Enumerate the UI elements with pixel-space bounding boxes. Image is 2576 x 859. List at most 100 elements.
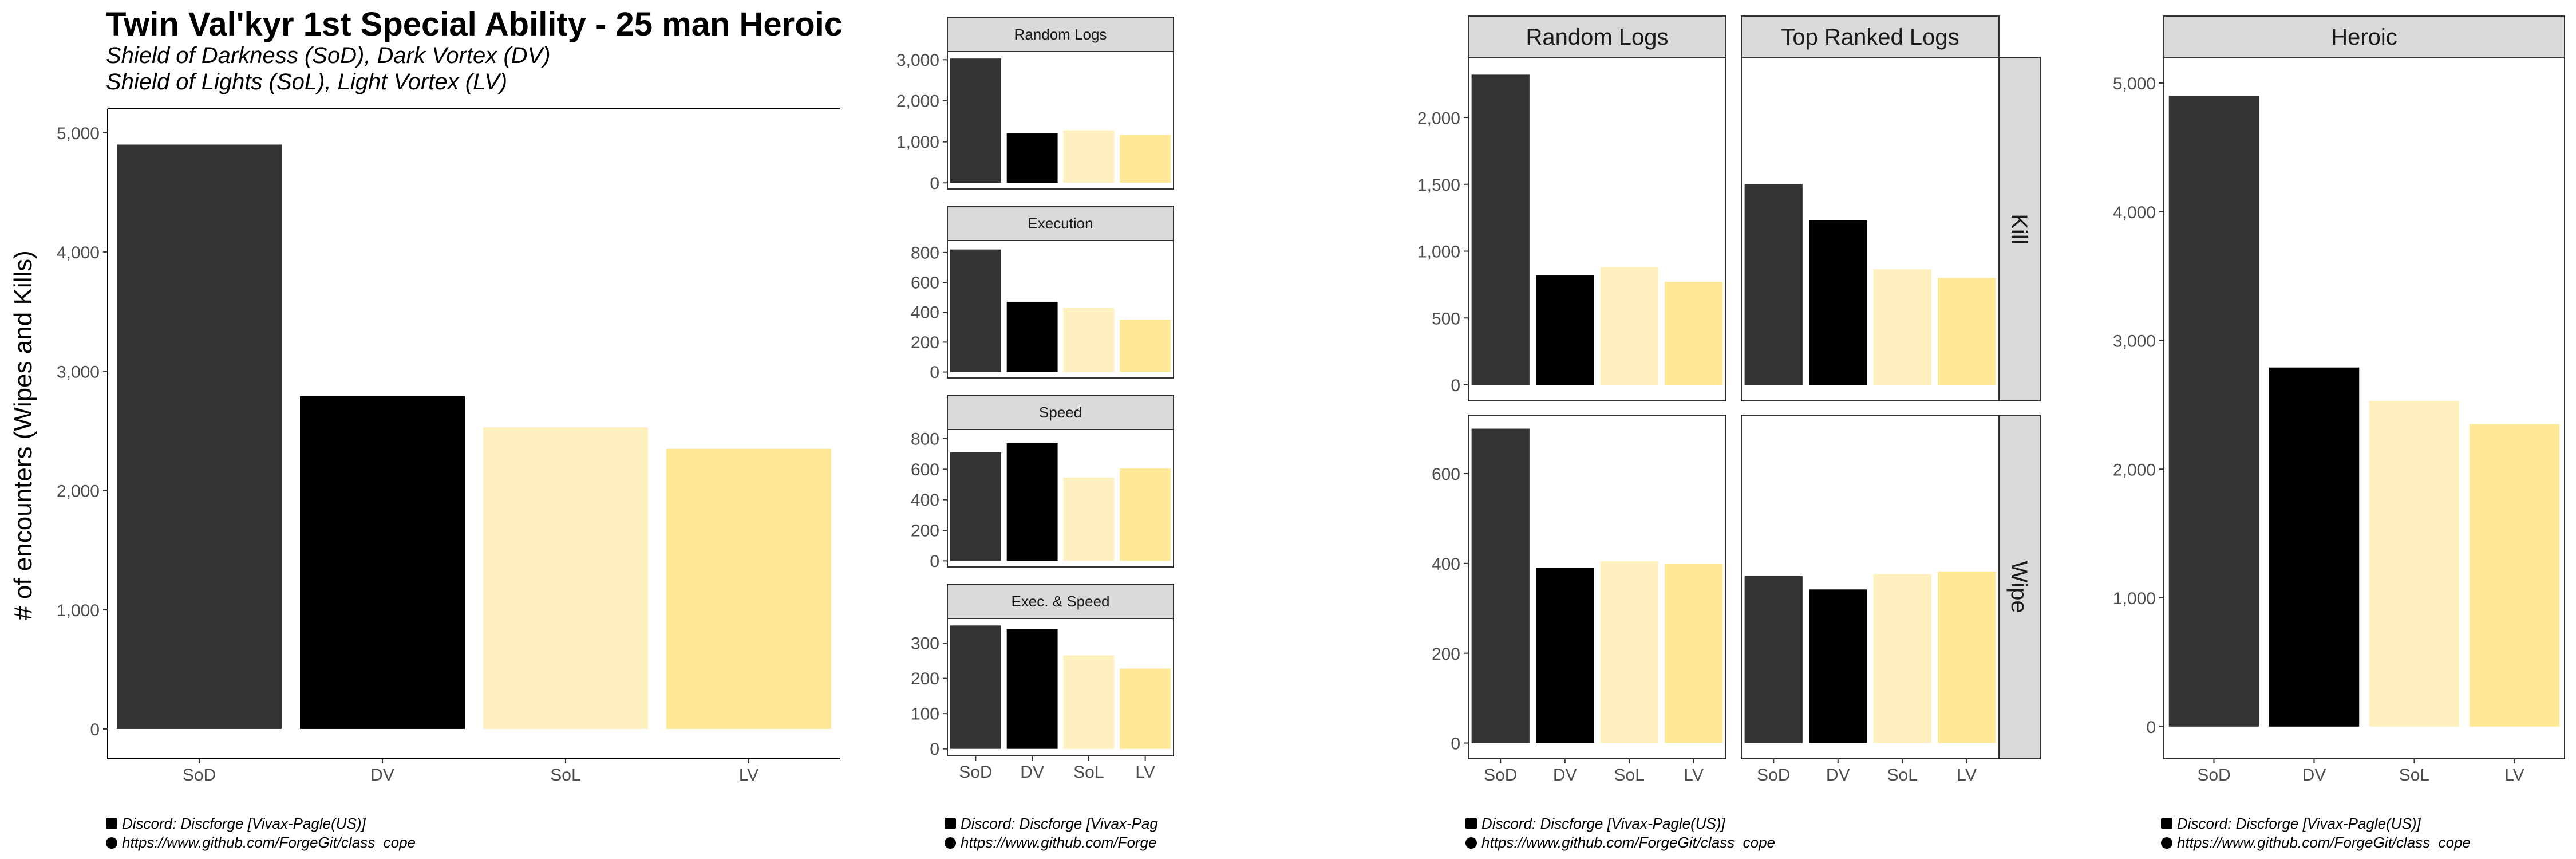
facet-exec-speed-x-tick-label-dv: DV xyxy=(1020,763,1044,782)
facet-exec-speed-x-tick-label-lv: LV xyxy=(1135,763,1155,782)
facet-speed-y-tick-label-200: 200 xyxy=(911,522,939,541)
chart-subtitle-line-1: Shield of Darkness (SoD), Dark Vortex (D… xyxy=(106,43,551,68)
heroic-panel-border xyxy=(2163,57,2565,759)
grid-wipe-random-logs-bar-sod xyxy=(1471,428,1530,743)
discord-icon xyxy=(106,818,117,829)
facet-execution-y-tick-label-0: 0 xyxy=(930,363,939,382)
grid-wipe-random-logs-x-tick-label-dv: DV xyxy=(1553,766,1577,785)
github-icon xyxy=(106,837,117,849)
grid-kill-random-logs-bar-lv xyxy=(1665,282,1723,385)
grid-kill-random-logs-y-tick-label-500: 500 xyxy=(1432,309,1460,328)
facet-grid-kill-wipe-chart: Random Logs Top Ranked Logs Kill 0 500 1,000 1… xyxy=(1417,15,2041,785)
grid-wipe-random-logs-y-tick-label-0: 0 xyxy=(1451,735,1460,754)
main-bar-chart: Twin Val'kyr 1st Special Ability - 25 ma… xyxy=(9,6,843,785)
heroic-y-tick-label-1000: 1,000 xyxy=(2113,589,2156,608)
discord-icon xyxy=(2161,818,2172,829)
grid-wipe-random-logs-y-tick-label-600: 600 xyxy=(1432,465,1460,484)
caption-discord: Discord: Discforge [Vivax-Pagle(US)] xyxy=(122,815,366,832)
grid-col-random-logs-strip-label: Random Logs xyxy=(1526,25,1668,50)
facet-speed-y-tick-label-0: 0 xyxy=(930,552,939,571)
facet-random-logs-bar-lv xyxy=(1120,135,1171,183)
grid-wipe-random-logs-bar-dv xyxy=(1536,568,1594,743)
grid-kill-random-logs-bar-sod xyxy=(1471,74,1530,385)
facet-random-logs-y-tick-label-3000: 3,000 xyxy=(896,51,939,70)
facet-speed-bar-dv xyxy=(1006,443,1058,561)
grid-wipe-top-ranked-logs-bar-lv xyxy=(1938,571,1996,743)
heroic-y-tick-label-4000: 4,000 xyxy=(2113,203,2156,222)
heroic-x-tick-label-sol: SoL xyxy=(2399,766,2429,785)
grid-col-top-ranked-logs-strip xyxy=(1741,15,2000,58)
grid-col-top-ranked-logs-strip-label: Top Ranked Logs xyxy=(1781,25,1959,50)
facet-exec-speed-strip xyxy=(947,584,1174,619)
grid-wipe-top-ranked-logs-bar-dv xyxy=(1809,589,1867,743)
facet-speed-y-tick-label-800: 800 xyxy=(911,430,939,449)
main-y-tick-label-3000: 3,000 xyxy=(57,362,100,381)
caption-discord: Discord: Discforge [Vivax-Pagle(US)] xyxy=(1481,815,1726,832)
facet-random-logs-bar-sol xyxy=(1063,130,1115,183)
facet-random-logs-y-tick-label-1000: 1,000 xyxy=(896,133,939,152)
facet-exec-speed-bar-sol xyxy=(1063,655,1115,749)
grid-wipe-random-logs-panel-border xyxy=(1468,415,1726,759)
heroic-bar-dv xyxy=(2269,367,2360,727)
facet-execution-bar-sod xyxy=(950,249,1001,372)
main-bar-sol xyxy=(483,427,648,729)
chart-subtitle-line-2: Shield of Lights (SoL), Light Vortex (LV… xyxy=(106,69,507,94)
grid-kill-top-ranked-logs-bar-lv xyxy=(1938,278,1996,385)
facet-speed-strip xyxy=(947,395,1174,430)
heroic-strip-label: Heroic xyxy=(2331,25,2397,50)
main-y-tick-label-5000: 5,000 xyxy=(57,124,100,143)
heroic-bar-sod xyxy=(2168,96,2259,727)
grid-wipe-random-logs-bar-sol xyxy=(1600,561,1658,743)
facet-speed-y-tick-label-600: 600 xyxy=(911,460,939,479)
grid-kill-random-logs-y-tick-label-2000: 2,000 xyxy=(1417,109,1460,128)
main-y-tick-label-2000: 2,000 xyxy=(57,482,100,501)
discord-icon xyxy=(945,818,956,829)
grid-wipe-top-ranked-logs-x-tick-label-sol: SoL xyxy=(1887,766,1918,785)
facet-exec-speed-x-tick-label-sol: SoL xyxy=(1073,763,1104,782)
facet-execution-y-tick-label-400: 400 xyxy=(911,304,939,322)
caption-discord: Discord: Discforge [Vivax-Pag xyxy=(961,815,1158,832)
grid-wipe-random-logs-bar-lv xyxy=(1665,563,1723,743)
grid-wipe-random-logs-y-tick-label-400: 400 xyxy=(1432,555,1460,574)
facet-exec-speed-y-tick-label-200: 200 xyxy=(911,669,939,688)
grid-kill-top-ranked-logs-bar-sod xyxy=(1744,184,1803,385)
heroic-x-tick-label-sod: SoD xyxy=(2197,766,2230,785)
caption-github: https://www.github.com/Forge xyxy=(961,834,1156,851)
grid-row-kill-strip-label: Kill xyxy=(2006,214,2032,244)
facet-execution-strip xyxy=(947,206,1174,241)
facet-execution-bar-sol xyxy=(1063,308,1115,372)
grid-kill-random-logs-y-tick-label-1000: 1,000 xyxy=(1417,243,1460,262)
facet-exec-speed-bar-sod xyxy=(950,625,1001,749)
github-icon xyxy=(945,837,956,849)
captions: Discord: Discforge [Vivax-Pagle(US)] http… xyxy=(106,815,2471,851)
facet-exec-speed-strip-label: Exec. & Speed xyxy=(1012,593,1110,610)
heroic-bar-sol xyxy=(2369,401,2460,727)
grid-kill-random-logs-panel-border xyxy=(1468,57,1726,401)
main-x-tick-label-dv: DV xyxy=(370,766,394,785)
facet-exec-speed-panel-border xyxy=(947,618,1174,756)
facet-by-selection-chart: Random Logs 0 1,000 2,000 3,000 Execution 0 200… xyxy=(896,17,1174,782)
github-icon xyxy=(1465,837,1477,849)
grid-kill-top-ranked-logs-panel-border xyxy=(1741,57,2000,401)
heroic-y-tick-label-2000: 2,000 xyxy=(2113,460,2156,479)
facet-exec-speed-x-tick-label-sod: SoD xyxy=(959,763,992,782)
grid-wipe-top-ranked-logs-x-tick-label-sod: SoD xyxy=(1757,766,1790,785)
grid-kill-random-logs-y-tick-label-0: 0 xyxy=(1451,376,1460,395)
heroic-strip xyxy=(2163,15,2565,58)
grid-wipe-top-ranked-logs-bar-sod xyxy=(1744,576,1803,743)
y-axis-label: # of encounters (Wipes and Kills) xyxy=(9,250,37,620)
facet-speed-bar-sol xyxy=(1063,478,1115,561)
facet-execution-strip-label: Execution xyxy=(1028,215,1093,232)
heroic-bar-lv xyxy=(2469,424,2560,727)
grid-kill-random-logs-bar-sol xyxy=(1600,267,1658,385)
facet-exec-speed-y-tick-label-300: 300 xyxy=(911,635,939,653)
grid-kill-top-ranked-logs-bar-sol xyxy=(1873,269,1931,385)
facet-execution-panel-border xyxy=(947,240,1174,379)
caption-discord: Discord: Discforge [Vivax-Pagle(US)] xyxy=(2177,815,2421,832)
heroic-x-tick-label-lv: LV xyxy=(2504,766,2524,785)
github-icon xyxy=(2161,837,2172,849)
grid-kill-random-logs-y-tick-label-1500: 1,500 xyxy=(1417,176,1460,195)
facet-execution-y-tick-label-200: 200 xyxy=(911,333,939,352)
facet-execution-y-tick-label-800: 800 xyxy=(911,243,939,262)
heroic-chart: Heroic SoD DV SoL LV 0 1,000 2,000 3,000 4,000 5,0… xyxy=(2113,15,2565,785)
